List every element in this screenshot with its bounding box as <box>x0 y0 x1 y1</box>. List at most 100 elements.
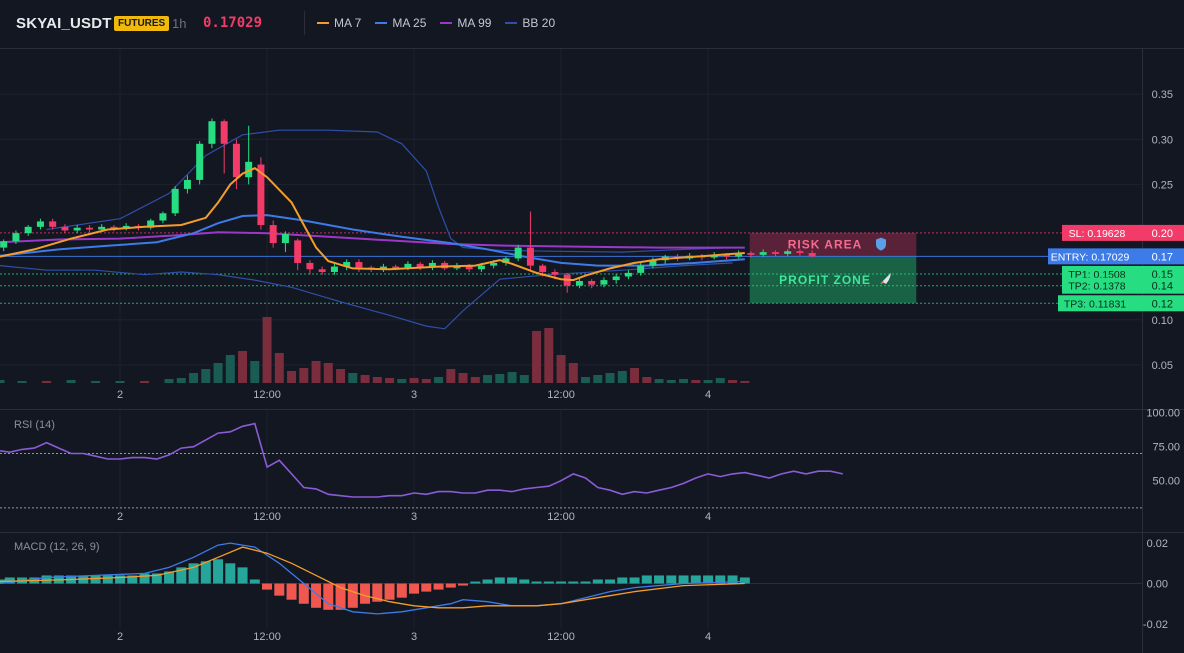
volume-bar <box>274 353 284 383</box>
volume-bar <box>532 331 542 383</box>
price-tick-label: 0.35 <box>1152 89 1173 101</box>
macd-hist-bar <box>164 571 175 584</box>
rsi-tick-label: 100.00 <box>1146 408 1180 420</box>
volume-bar <box>519 375 529 383</box>
volume-bar <box>0 380 5 383</box>
macd-hist-bar <box>519 579 530 584</box>
candle-up <box>612 276 620 281</box>
macd-hist-bar <box>90 575 101 584</box>
candle-up <box>502 258 510 263</box>
candle-up <box>649 260 657 266</box>
candle-up <box>208 121 216 144</box>
rocket-icon <box>880 272 891 284</box>
macd-hist-bar <box>311 583 322 608</box>
volume-bar <box>507 372 517 383</box>
volume-bar <box>42 381 52 383</box>
macd-hist-bar <box>666 575 677 584</box>
candle-up <box>245 161 253 178</box>
macd-hist-bar <box>249 579 260 584</box>
candle-up <box>171 188 179 214</box>
level-label-text: TP2: 0.1378 <box>1068 281 1125 293</box>
macd-hist-bar <box>445 583 456 588</box>
time-tick-label: 4 <box>705 511 711 523</box>
macd-hist-bar <box>690 575 701 584</box>
rsi-line <box>0 422 843 498</box>
macd-signal-line <box>0 546 745 609</box>
macd-hist-bar <box>470 581 481 584</box>
macd-hist-bar <box>139 573 150 584</box>
profit-zone-text: PROFIT ZONE <box>779 273 871 287</box>
volume-bar <box>470 377 480 383</box>
volume-bar <box>336 369 346 383</box>
volume-bar <box>385 378 395 383</box>
volume-bar <box>372 377 382 383</box>
futures-badge: FUTURES <box>114 16 170 31</box>
candle-up <box>477 265 485 270</box>
profit-zone-label: PROFIT ZONE <box>779 272 891 287</box>
indicator-legend: MA 7 MA 25 MA 99 BB 20 <box>304 11 555 35</box>
last-price: 0.17029 <box>203 15 263 31</box>
candle-up <box>330 266 338 272</box>
macd-hist-bar <box>396 583 407 598</box>
volume-bar <box>213 363 223 383</box>
level-label-text: SL: 0.19628 <box>1069 228 1126 240</box>
shield-icon <box>876 237 886 251</box>
candle-up <box>24 226 32 234</box>
candle-up <box>159 213 167 221</box>
candle-up <box>428 262 436 268</box>
candle-up <box>404 263 412 268</box>
time-tick-label: 12:00 <box>253 631 281 643</box>
symbol-name[interactable]: SKYAI_USDT <box>16 15 112 32</box>
volume-bar <box>568 363 578 383</box>
candle-down <box>257 164 265 226</box>
candle-down <box>551 271 559 275</box>
candle-up <box>735 253 743 257</box>
candle-down <box>539 265 547 272</box>
candle-down <box>747 253 755 255</box>
price-tick-label: 0.10 <box>1152 315 1173 327</box>
volume-bar <box>91 381 101 383</box>
volume-bar <box>666 380 676 383</box>
candle-up <box>575 280 583 286</box>
rocket-flame <box>880 280 884 284</box>
candle-down <box>61 226 69 231</box>
candle-up <box>73 227 81 231</box>
candle-up <box>98 226 106 230</box>
macd-hist-bar <box>617 577 628 584</box>
macd-hist-bar <box>384 583 395 600</box>
legend-bb20[interactable]: BB 20 <box>505 16 555 30</box>
volume-bar <box>446 369 456 383</box>
candle-down <box>220 121 228 144</box>
candle-down <box>392 266 400 269</box>
candle-down <box>232 143 240 178</box>
legend-ma7[interactable]: MA 7 <box>317 16 361 30</box>
volume-bar <box>176 378 186 383</box>
legend-swatch-bb20 <box>505 22 518 24</box>
macd-hist-bar <box>4 577 15 584</box>
macd-hist-bar <box>335 583 346 610</box>
macd-hist-bar <box>274 583 285 596</box>
bb-lower-line <box>0 262 733 330</box>
volume-bar <box>201 369 211 383</box>
candle-down <box>796 251 804 254</box>
timeframe-label[interactable]: 1h <box>172 16 187 31</box>
volume-bar <box>299 368 309 383</box>
legend-ma25[interactable]: MA 25 <box>375 16 426 30</box>
legend-ma99[interactable]: MA 99 <box>440 16 491 30</box>
time-tick-label: 12:00 <box>547 389 575 401</box>
volume-bar <box>66 380 76 383</box>
volume-bar <box>189 373 199 383</box>
candle-down <box>588 280 596 285</box>
candle-down <box>269 225 277 244</box>
time-tick-label: 2 <box>117 631 123 643</box>
candle-up <box>759 252 767 255</box>
macd-hist-bar <box>102 575 113 584</box>
legend-swatch-ma99 <box>440 22 453 24</box>
macd-hist-bar <box>739 577 750 584</box>
volume-bar <box>593 375 603 383</box>
volume-bar <box>287 371 297 383</box>
candle-down <box>526 247 534 266</box>
risk-area-text: RISK AREA <box>788 238 863 252</box>
volume-bar <box>140 381 150 383</box>
